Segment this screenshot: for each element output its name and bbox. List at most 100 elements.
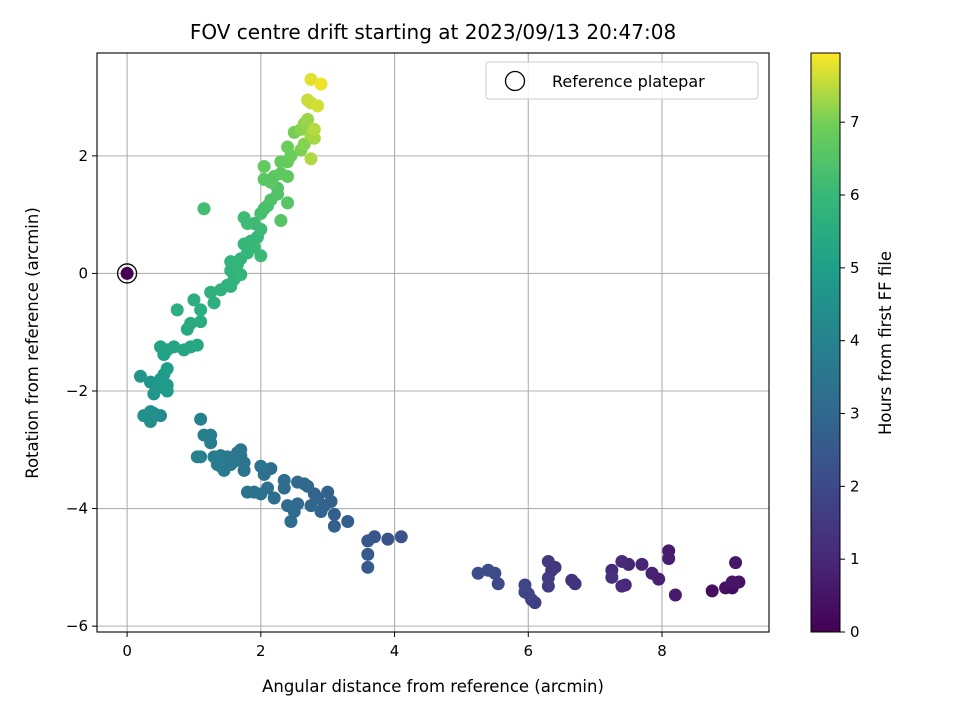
y-tick-label: −6 [66,617,88,635]
data-point [471,566,485,580]
data-point [615,554,629,568]
data-point [237,211,251,225]
data-point [170,303,184,317]
data-point [194,303,208,317]
colorbar: 0 1 2 3 4 5 6 7 Hours from first FF file [810,52,895,641]
colorbar-tick-label: 2 [850,477,860,495]
x-tick-label: 2 [256,642,266,660]
data-point [281,196,295,210]
data-point [307,122,321,136]
chart-title: FOV centre drift starting at 2023/09/13 … [190,20,676,44]
data-point [341,514,355,528]
data-point [565,573,579,587]
data-point [281,169,295,183]
data-point [311,99,325,113]
data-point [327,507,341,521]
colorbar-tick-label: 6 [850,186,860,204]
y-tick-label: 0 [78,264,88,282]
data-point [518,578,532,592]
data-point [321,485,335,499]
data-point [635,557,649,571]
data-point [662,552,676,566]
y-tick-label: −4 [66,500,88,518]
legend-box [485,61,759,100]
data-point [381,532,395,546]
reference-ring [116,263,138,284]
data-point [267,491,281,505]
data-point [254,249,268,263]
data-point [190,338,204,352]
x-tick-label: 8 [657,642,667,660]
colorbar-gradient [810,52,841,633]
y-axis-label: Rotation from reference (arcmin) [23,207,42,479]
data-point [247,240,261,254]
legend-label: Reference platepar [552,72,705,91]
data-point [668,588,682,602]
data-point [615,579,629,593]
data-point [297,137,311,151]
grid-lines [97,53,769,632]
data-point [187,293,201,307]
data-point [197,428,211,442]
data-point [314,504,328,518]
data-point [304,499,318,513]
data-point [204,285,218,299]
legend-marker [504,70,526,92]
data-point [541,579,555,593]
reference-point [120,266,134,280]
y-tick-label: 2 [78,147,88,165]
data-point [194,315,208,329]
y-ticks: −6 −4 −2 0 2 [66,147,97,635]
data-point [705,584,719,598]
data-point [274,214,288,228]
data-point [291,475,305,489]
data-point [327,519,341,533]
data-point [194,412,208,426]
colorbar-ticks: 0 1 2 3 4 5 6 7 [840,113,860,641]
data-point [314,77,328,91]
x-tick-label: 0 [122,642,132,660]
data-point [481,563,495,577]
data-point [361,534,375,548]
colorbar-tick-label: 0 [850,623,860,641]
data-point [491,577,505,591]
data-point [361,547,375,561]
data-point [304,72,318,86]
data-point [725,575,739,589]
data-point [137,409,151,423]
data-point [605,570,619,584]
data-point [167,340,181,354]
x-tick-label: 4 [390,642,400,660]
data-point [394,530,408,544]
y-tick-label: −2 [66,382,88,400]
data-point [361,560,375,574]
data-point [257,159,271,173]
data-point [160,362,174,376]
data-point [277,473,291,487]
data-point [184,316,198,330]
data-point [133,369,147,383]
colorbar-label: Hours from first FF file [876,251,895,435]
data-point [304,152,318,166]
data-point [207,450,221,464]
data-point [160,384,174,398]
x-ticks: 0 2 4 6 8 [122,632,667,660]
colorbar-tick-label: 4 [850,332,860,350]
data-point [301,112,315,126]
data-point [281,499,295,513]
data-point [541,554,555,568]
colorbar-tick-label: 7 [850,113,860,131]
x-axis-label: Angular distance from reference (arcmin) [262,677,604,696]
data-points [133,72,746,610]
data-point [240,485,254,499]
x-tick-label: 6 [524,642,534,660]
data-point [207,296,221,310]
colorbar-tick-label: 3 [850,405,860,423]
colorbar-tick-label: 1 [850,550,860,568]
data-point [281,140,295,154]
data-point [234,268,248,282]
data-point [645,566,659,580]
legend: Reference platepar [485,61,759,100]
data-point [190,450,204,464]
